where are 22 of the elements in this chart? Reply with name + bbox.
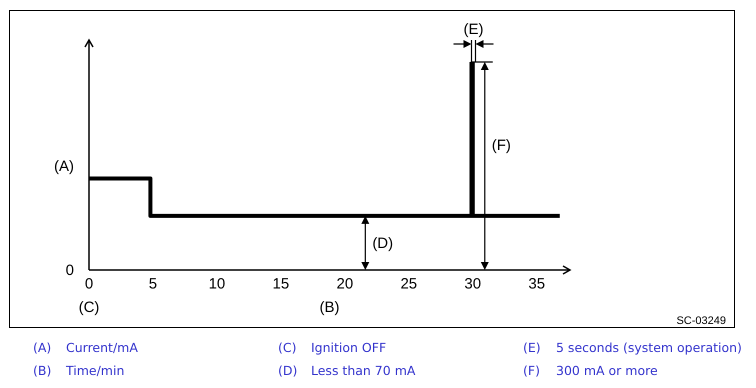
text: (F) 300 mA or more (523, 363, 658, 378)
x-axis-title: (B) (320, 299, 340, 316)
annotation: (E) (463, 21, 484, 38)
annotation: (D) (372, 234, 394, 252)
text: (C) Ignition OFF (278, 340, 386, 355)
text: (E) 5 seconds (system operation) (523, 340, 742, 355)
text: (B) Time/min (33, 363, 124, 378)
x-tick-label: 25 (400, 276, 418, 293)
x-tick-label: 35 (528, 276, 546, 293)
text: (A) Current/mA (33, 340, 138, 355)
text: (C) (78, 299, 100, 316)
x-tick-label: 0 (84, 276, 94, 293)
x-tick-label: 20 (336, 276, 354, 293)
x-tick-label: 15 (272, 276, 290, 293)
x-tick-label: 30 (464, 276, 482, 293)
x-tick-label: 10 (208, 276, 226, 293)
text: SC-03249 (676, 315, 726, 327)
text: 0 (66, 262, 74, 279)
y-axis-title: (A) (54, 158, 74, 175)
text: (D) Less than 70 mA (278, 363, 416, 378)
x-tick-label: 5 (148, 276, 158, 293)
annotation: (F) (492, 137, 511, 154)
